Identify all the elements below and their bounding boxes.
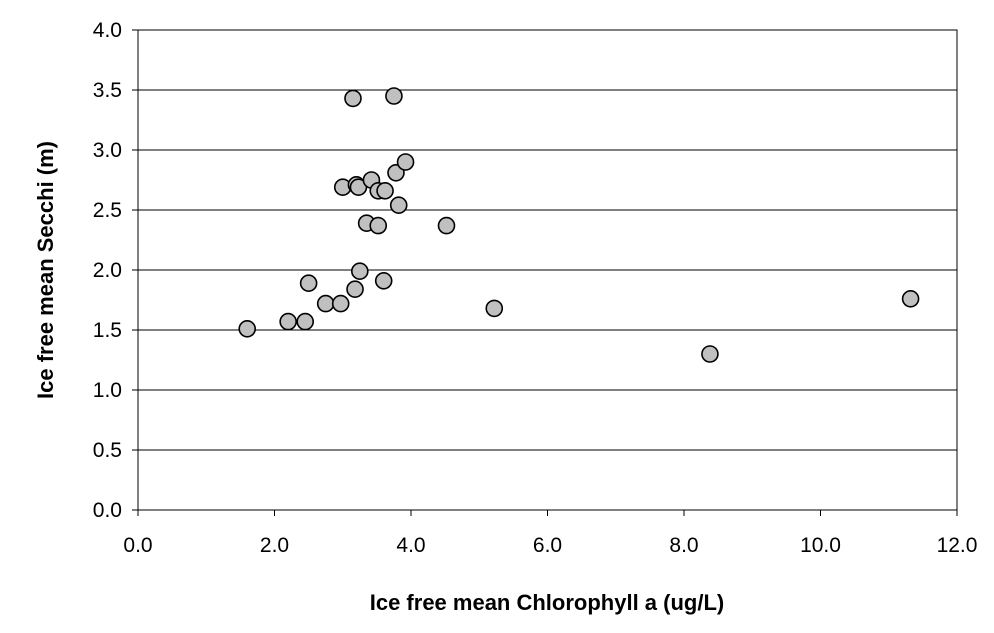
y-tick-label: 0.0 bbox=[93, 499, 122, 522]
y-tick-label: 1.5 bbox=[93, 319, 122, 342]
data-point bbox=[701, 345, 719, 363]
y-tick-label: 1.0 bbox=[93, 379, 122, 402]
x-tick-label: 6.0 bbox=[533, 534, 562, 557]
data-point bbox=[389, 196, 408, 214]
data-point bbox=[374, 271, 393, 290]
data-point bbox=[437, 216, 456, 235]
y-tick-label: 0.5 bbox=[93, 439, 122, 462]
data-point bbox=[346, 280, 364, 299]
y-tick-label: 4.0 bbox=[93, 19, 122, 42]
data-point bbox=[485, 299, 504, 318]
x-tick-label: 2.0 bbox=[260, 534, 289, 557]
x-axis-title: Ice free mean Chlorophyll a (ug/L) bbox=[370, 590, 725, 615]
data-points bbox=[238, 87, 920, 363]
data-point bbox=[901, 289, 920, 308]
data-point bbox=[351, 262, 369, 281]
y-tick-label: 2.5 bbox=[93, 199, 122, 222]
data-point bbox=[344, 89, 362, 108]
y-tick-label: 3.5 bbox=[93, 79, 122, 102]
data-point bbox=[316, 294, 335, 313]
x-tick-label: 8.0 bbox=[669, 534, 698, 557]
y-axis-ticks: 0.0 0.5 1.0 1.5 2.0 2.5 3.0 3.5 4.0 bbox=[93, 19, 138, 522]
data-point bbox=[385, 87, 403, 105]
data-point bbox=[238, 319, 256, 338]
data-point bbox=[369, 216, 388, 235]
data-point bbox=[296, 312, 315, 331]
y-tick-label: 3.0 bbox=[93, 139, 122, 162]
y-tick-label: 2.0 bbox=[93, 259, 122, 282]
x-tick-label: 4.0 bbox=[396, 534, 425, 557]
data-point bbox=[331, 294, 350, 313]
y-axis-title: Ice free mean Secchi (m) bbox=[33, 141, 58, 399]
x-tick-label: 10.0 bbox=[800, 534, 841, 557]
data-point bbox=[299, 274, 318, 293]
x-tick-label: 0.0 bbox=[123, 534, 152, 557]
x-tick-label: 12.0 bbox=[937, 534, 978, 557]
x-axis-ticks: 0.0 2.0 4.0 6.0 8.0 10.0 12.0 bbox=[123, 510, 977, 557]
data-point bbox=[279, 312, 297, 331]
data-point bbox=[396, 153, 415, 171]
data-point bbox=[376, 182, 394, 200]
gridlines bbox=[138, 29, 957, 511]
